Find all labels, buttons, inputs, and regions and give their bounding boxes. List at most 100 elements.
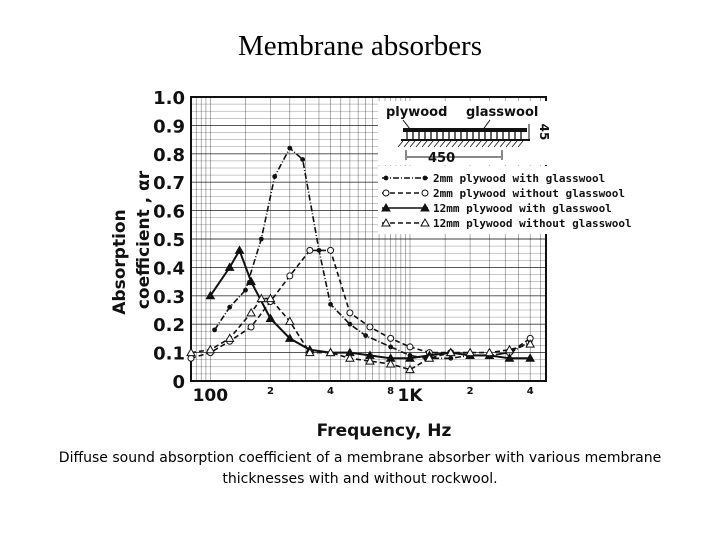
data-point-s4 — [345, 353, 355, 362]
data-point-s4 — [205, 344, 216, 354]
legend-marker-2 — [382, 189, 390, 197]
y-axis-label: coefficient , αr — [134, 170, 154, 309]
legend-marker-2 — [421, 189, 429, 197]
data-point-s1 — [212, 327, 217, 333]
inset-wall-hatch — [439, 140, 446, 148]
plot-frame — [190, 96, 547, 382]
data-point-s1 — [243, 287, 248, 293]
inset-wall-hatch — [451, 140, 458, 148]
series-line-2 — [190, 249, 531, 360]
data-point-s3 — [234, 245, 245, 254]
data-point-s4 — [385, 358, 396, 368]
data-point-s4 — [484, 347, 495, 357]
data-point-s1 — [347, 321, 353, 327]
data-point-s4 — [465, 347, 475, 357]
legend-marker-3 — [420, 202, 430, 212]
inset-wall-hatch — [517, 140, 524, 148]
data-point-s3 — [284, 333, 295, 342]
data-point-s1 — [287, 145, 293, 151]
y-tick-label: 0.1 — [153, 344, 185, 365]
x-tick-label: 1K — [397, 386, 423, 406]
inset-wall-hatch — [397, 140, 404, 148]
legend-marker-3 — [381, 202, 391, 212]
x-axis-label: Frequency, Hz — [317, 421, 452, 441]
inset-pointer-plywood — [402, 119, 411, 130]
legend-marker-1 — [383, 175, 389, 181]
y-tick-label: 0 — [172, 372, 185, 393]
y-tick-label: 0.8 — [153, 145, 185, 166]
inset-dim-width: 450 — [428, 151, 455, 166]
x-tick-label: 100 — [193, 386, 229, 406]
data-point-s4 — [365, 356, 375, 365]
data-point-s4 — [325, 347, 336, 357]
x-tick-label: 2 — [267, 386, 274, 397]
inset-wall-hatch — [481, 140, 488, 148]
legend-label-4: 12mm plywood without glasswool — [433, 217, 632, 230]
data-point-s4 — [424, 353, 435, 362]
data-point-s1 — [227, 304, 233, 310]
y-tick-label: 0.5 — [153, 230, 185, 251]
data-point-s4 — [504, 344, 515, 354]
x-tick-label: 4 — [527, 386, 534, 397]
inset-wall-hatch — [409, 140, 416, 148]
data-point-s4 — [265, 293, 276, 303]
series-line-4 — [190, 297, 531, 371]
y-axis-label: Absorption — [110, 209, 130, 314]
inset-wall-hatch — [463, 140, 470, 148]
data-point-s4 — [246, 307, 256, 317]
data-point-s1 — [328, 301, 333, 307]
data-point-s4 — [284, 316, 295, 325]
data-point-s2 — [286, 272, 294, 280]
data-point-s3 — [504, 353, 515, 362]
data-point-s4 — [186, 347, 196, 357]
inset-label-plywood: plywood — [386, 105, 447, 120]
data-point-s2 — [187, 354, 195, 362]
data-point-s3 — [265, 313, 276, 323]
x-tick-label: 4 — [327, 386, 334, 397]
y-tick-label: 0.2 — [153, 315, 185, 336]
inset-wall-hatch — [499, 140, 506, 148]
y-tick-label: 0.6 — [153, 202, 185, 223]
figure-caption: Diffuse sound absorption coefficient of … — [58, 450, 662, 487]
data-point-s2 — [306, 246, 314, 254]
inset-wall-hatch — [445, 140, 452, 148]
data-point-s3 — [525, 353, 536, 362]
x-tick-label: 8 — [387, 386, 394, 397]
inset-wall-hatch — [493, 140, 500, 148]
legend-label-1: 2mm plywood with glasswool — [433, 172, 605, 185]
data-point-s4 — [525, 339, 536, 348]
inset-wall-hatch — [505, 140, 512, 148]
data-point-s4 — [256, 293, 267, 303]
data-point-s1 — [316, 247, 322, 253]
data-point-s1 — [363, 333, 369, 338]
x-tick-label: 2 — [467, 386, 474, 397]
data-point-s3 — [205, 290, 216, 300]
data-point-s1 — [300, 157, 306, 162]
legend-marker-4 — [420, 217, 430, 227]
data-point-s2 — [327, 246, 335, 254]
data-point-s3 — [246, 276, 256, 286]
data-point-s1 — [272, 174, 278, 179]
inset-wall-hatch — [487, 140, 494, 148]
inset-wall-hatch — [511, 140, 518, 148]
data-point-s4 — [405, 364, 415, 374]
data-point-s2 — [346, 309, 354, 317]
inset-wall-hatch — [469, 140, 476, 148]
inset-plywood-panel — [403, 128, 527, 132]
data-point-s2 — [247, 323, 255, 331]
data-point-s2 — [387, 334, 395, 342]
legend-marker-1 — [422, 175, 428, 181]
y-tick-label: 1.0 — [153, 88, 185, 109]
inset-wall-hatch — [415, 140, 422, 148]
y-tick-label: 0.3 — [153, 287, 185, 308]
data-point-s3 — [224, 262, 235, 271]
y-tick-label: 0.9 — [153, 116, 185, 137]
series-line-3 — [209, 248, 531, 360]
data-point-s2 — [406, 343, 414, 351]
inset-wall-hatch — [457, 140, 464, 148]
slide-title: Membrane absorbers — [238, 30, 482, 62]
inset-wall-hatch — [433, 140, 440, 148]
inset-wall-hatch — [427, 140, 434, 148]
y-tick-label: 0.7 — [153, 173, 185, 194]
